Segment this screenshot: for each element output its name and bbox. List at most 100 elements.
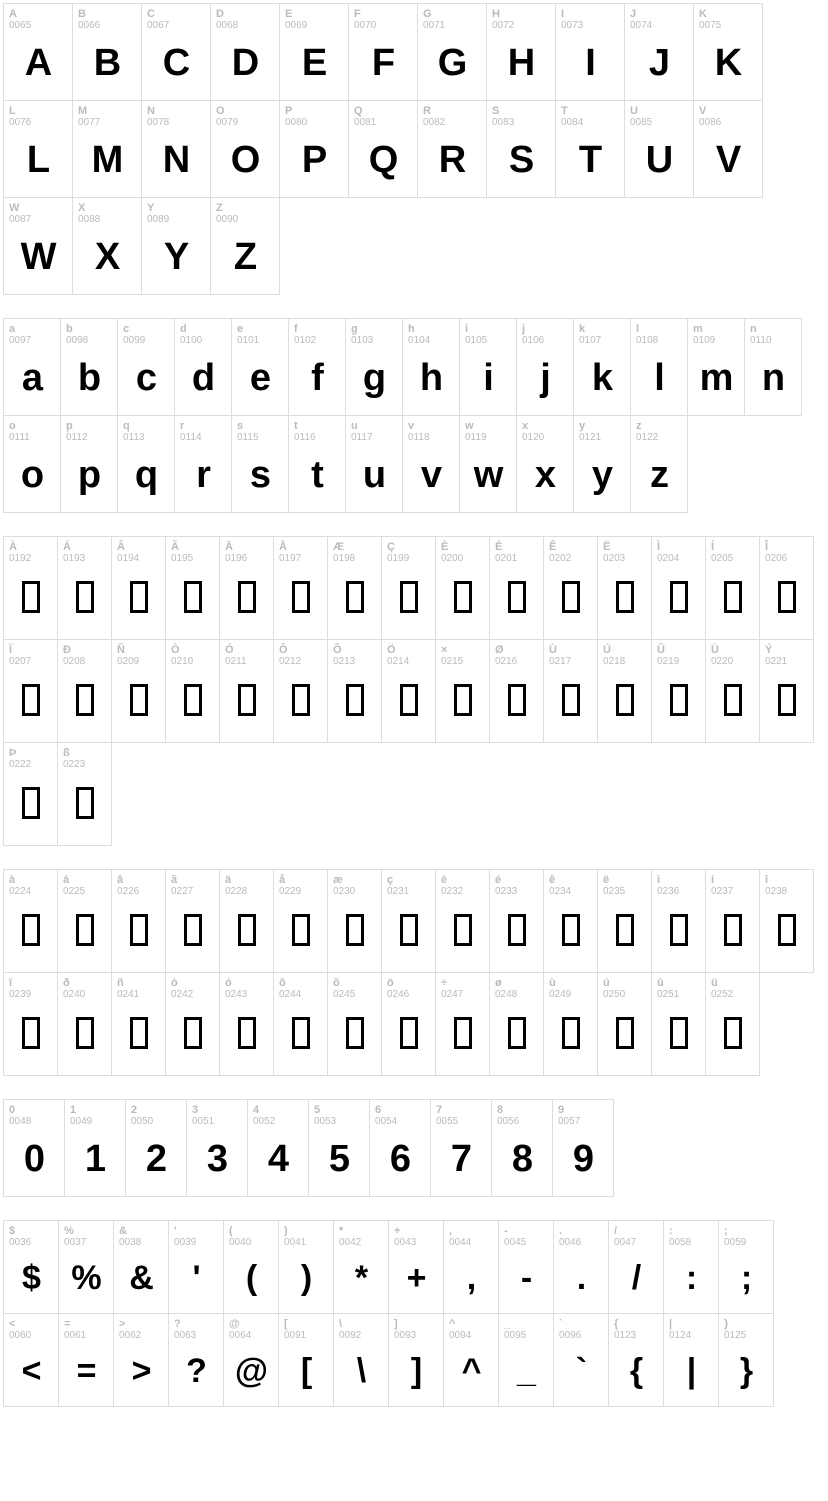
glyph-cell[interactable]: %0037% — [58, 1220, 114, 1314]
glyph-cell[interactable]: s0115s — [231, 415, 289, 513]
glyph-cell[interactable]: Ç0199 — [381, 536, 436, 640]
glyph-cell[interactable]: 300513 — [186, 1099, 248, 1197]
glyph-cell[interactable]: É0201 — [489, 536, 544, 640]
glyph-cell[interactable]: ç0231 — [381, 869, 436, 973]
glyph-cell[interactable]: Ë0203 — [597, 536, 652, 640]
glyph-cell[interactable]: B0066B — [72, 3, 142, 101]
glyph-cell[interactable]: Õ0213 — [327, 639, 382, 743]
glyph-cell[interactable]: ,0044, — [443, 1220, 499, 1314]
glyph-cell[interactable]: D0068D — [210, 3, 280, 101]
glyph-cell[interactable]: 900579 — [552, 1099, 614, 1197]
glyph-cell[interactable]: $0036$ — [3, 1220, 59, 1314]
glyph-cell[interactable]: o0111o — [3, 415, 61, 513]
glyph-cell[interactable]: ù0249 — [543, 972, 598, 1076]
glyph-cell[interactable]: .0046. — [553, 1220, 609, 1314]
glyph-cell[interactable]: ;0059; — [718, 1220, 774, 1314]
glyph-cell[interactable]: +0043+ — [388, 1220, 444, 1314]
glyph-cell[interactable]: O0079O — [210, 100, 280, 198]
glyph-cell[interactable]: q0113q — [117, 415, 175, 513]
glyph-cell[interactable]: Ö0214 — [381, 639, 436, 743]
glyph-cell[interactable]: h0104h — [402, 318, 460, 416]
glyph-cell[interactable]: U0085U — [624, 100, 694, 198]
glyph-cell[interactable]: Í0205 — [705, 536, 760, 640]
glyph-cell[interactable]: ì0236 — [651, 869, 706, 973]
glyph-cell[interactable]: à0224 — [3, 869, 58, 973]
glyph-cell[interactable]: &0038& — [113, 1220, 169, 1314]
glyph-cell[interactable]: @0064@ — [223, 1313, 279, 1407]
glyph-cell[interactable]: c0099c — [117, 318, 175, 416]
glyph-cell[interactable]: æ0230 — [327, 869, 382, 973]
glyph-cell[interactable]: {0123{ — [608, 1313, 664, 1407]
glyph-cell[interactable]: Î0206 — [759, 536, 814, 640]
glyph-cell[interactable]: Ý0221 — [759, 639, 814, 743]
glyph-cell[interactable]: l0108l — [630, 318, 688, 416]
glyph-cell[interactable]: ñ0241 — [111, 972, 166, 1076]
glyph-cell[interactable]: í0237 — [705, 869, 760, 973]
glyph-cell[interactable]: t0116t — [288, 415, 346, 513]
glyph-cell[interactable]: H0072H — [486, 3, 556, 101]
glyph-cell[interactable]: ú0250 — [597, 972, 652, 1076]
glyph-cell[interactable]: /0047/ — [608, 1220, 664, 1314]
glyph-cell[interactable]: Ï0207 — [3, 639, 58, 743]
glyph-cell[interactable]: ö0246 — [381, 972, 436, 1076]
glyph-cell[interactable]: È0200 — [435, 536, 490, 640]
glyph-cell[interactable]: é0233 — [489, 869, 544, 973]
glyph-cell[interactable]: 400524 — [247, 1099, 309, 1197]
glyph-cell[interactable]: i0105i — [459, 318, 517, 416]
glyph-cell[interactable]: ó0243 — [219, 972, 274, 1076]
glyph-cell[interactable]: L0076L — [3, 100, 73, 198]
glyph-cell[interactable]: K0075K — [693, 3, 763, 101]
glyph-cell[interactable]: ë0235 — [597, 869, 652, 973]
glyph-cell[interactable]: -0045- — [498, 1220, 554, 1314]
glyph-cell[interactable]: =0061= — [58, 1313, 114, 1407]
glyph-cell[interactable]: N0078N — [141, 100, 211, 198]
glyph-cell[interactable]: n0110n — [744, 318, 802, 416]
glyph-cell[interactable]: S0083S — [486, 100, 556, 198]
glyph-cell[interactable]: Ü0220 — [705, 639, 760, 743]
glyph-cell[interactable]: 200502 — [125, 1099, 187, 1197]
glyph-cell[interactable]: W0087W — [3, 197, 73, 295]
glyph-cell[interactable]: î0238 — [759, 869, 814, 973]
glyph-cell[interactable]: â0226 — [111, 869, 166, 973]
glyph-cell[interactable]: ?0063? — [168, 1313, 224, 1407]
glyph-cell[interactable]: ÷0247 — [435, 972, 490, 1076]
glyph-cell[interactable]: Ì0204 — [651, 536, 706, 640]
glyph-cell[interactable]: E0069E — [279, 3, 349, 101]
glyph-cell[interactable]: Z0090Z — [210, 197, 280, 295]
glyph-cell[interactable]: ð0240 — [57, 972, 112, 1076]
glyph-cell[interactable]: Ò0210 — [165, 639, 220, 743]
glyph-cell[interactable]: Þ0222 — [3, 742, 58, 846]
glyph-cell[interactable]: û0251 — [651, 972, 706, 1076]
glyph-cell[interactable]: z0122z — [630, 415, 688, 513]
glyph-cell[interactable]: P0080P — [279, 100, 349, 198]
glyph-cell[interactable]: T0084T — [555, 100, 625, 198]
glyph-cell[interactable]: ä0228 — [219, 869, 274, 973]
glyph-cell[interactable]: M0077M — [72, 100, 142, 198]
glyph-cell[interactable]: ã0227 — [165, 869, 220, 973]
glyph-cell[interactable]: Q0081Q — [348, 100, 418, 198]
glyph-cell[interactable]: Û0219 — [651, 639, 706, 743]
glyph-cell[interactable]: ^0094^ — [443, 1313, 499, 1407]
glyph-cell[interactable]: 600546 — [369, 1099, 431, 1197]
glyph-cell[interactable]: Ê0202 — [543, 536, 598, 640]
glyph-cell[interactable]: 100491 — [64, 1099, 126, 1197]
glyph-cell[interactable]: Ú0218 — [597, 639, 652, 743]
glyph-cell[interactable]: è0232 — [435, 869, 490, 973]
glyph-cell[interactable]: :0058: — [663, 1220, 719, 1314]
glyph-cell[interactable]: f0102f — [288, 318, 346, 416]
glyph-cell[interactable]: J0074J — [624, 3, 694, 101]
glyph-cell[interactable]: |0124| — [663, 1313, 719, 1407]
glyph-cell[interactable]: (0040( — [223, 1220, 279, 1314]
glyph-cell[interactable]: R0082R — [417, 100, 487, 198]
glyph-cell[interactable]: <0060< — [3, 1313, 59, 1407]
glyph-cell[interactable]: e0101e — [231, 318, 289, 416]
glyph-cell[interactable]: X0088X — [72, 197, 142, 295]
glyph-cell[interactable]: F0070F — [348, 3, 418, 101]
glyph-cell[interactable]: a0097a — [3, 318, 61, 416]
glyph-cell[interactable]: Ã0195 — [165, 536, 220, 640]
glyph-cell[interactable]: }0125} — [718, 1313, 774, 1407]
glyph-cell[interactable]: V0086V — [693, 100, 763, 198]
glyph-cell[interactable]: b0098b — [60, 318, 118, 416]
glyph-cell[interactable]: Ô0212 — [273, 639, 328, 743]
glyph-cell[interactable]: v0118v — [402, 415, 460, 513]
